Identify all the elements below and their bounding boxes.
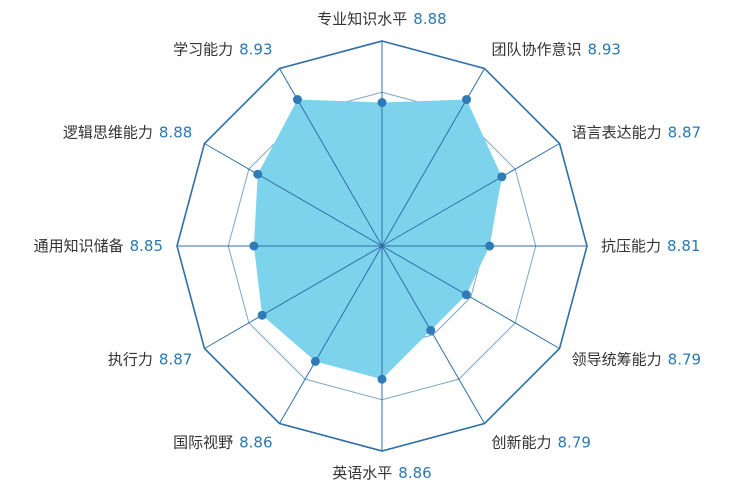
value-label: 8.93 bbox=[239, 40, 272, 58]
category-name: 创新能力 bbox=[492, 433, 552, 451]
spoke bbox=[381, 245, 485, 424]
category-name: 通用知识储备 bbox=[34, 237, 124, 255]
value-label: 8.85 bbox=[130, 237, 163, 255]
data-point bbox=[497, 172, 507, 182]
axis-label: 专业知识水平 8.88 bbox=[317, 10, 446, 28]
axis-label: 团队协作意识 8.93 bbox=[492, 40, 621, 58]
data-point bbox=[249, 241, 259, 251]
data-point bbox=[426, 325, 436, 335]
value-label: 8.88 bbox=[413, 10, 446, 28]
category-name: 英语水平 bbox=[332, 464, 392, 482]
axis-label: 学习能力 8.93 bbox=[173, 40, 272, 58]
data-point bbox=[310, 356, 320, 366]
spoke bbox=[204, 143, 383, 247]
value-label: 8.88 bbox=[159, 123, 192, 141]
axis-label: 领导统筹能力 8.79 bbox=[572, 350, 701, 368]
value-label: 8.87 bbox=[159, 350, 192, 368]
data-point bbox=[485, 241, 495, 251]
spoke bbox=[279, 245, 383, 424]
category-name: 语言表达能力 bbox=[572, 123, 662, 141]
data-point bbox=[377, 98, 387, 107]
value-label: 8.93 bbox=[588, 40, 621, 58]
data-point bbox=[377, 374, 387, 384]
axis-label: 通用知识储备 8.85 bbox=[34, 237, 163, 255]
category-name: 执行力 bbox=[108, 350, 153, 368]
data-point bbox=[292, 95, 302, 105]
spoke bbox=[381, 245, 560, 349]
axis-label: 语言表达能力 8.87 bbox=[572, 123, 701, 141]
value-label: 8.79 bbox=[668, 350, 701, 368]
data-point bbox=[462, 95, 472, 105]
category-name: 国际视野 bbox=[173, 433, 233, 451]
spoke bbox=[381, 143, 560, 247]
axis-label: 英语水平 8.86 bbox=[332, 464, 431, 482]
axis-label: 创新能力 8.79 bbox=[492, 433, 591, 451]
axis-label: 抗压能力 8.81 bbox=[601, 237, 700, 255]
value-label: 8.87 bbox=[668, 123, 701, 141]
category-name: 专业知识水平 bbox=[317, 10, 407, 28]
value-label: 8.86 bbox=[239, 433, 272, 451]
category-name: 领导统筹能力 bbox=[572, 350, 662, 368]
category-name: 抗压能力 bbox=[601, 237, 661, 255]
category-name: 团队协作意识 bbox=[492, 40, 582, 58]
axis-label: 国际视野 8.86 bbox=[173, 433, 272, 451]
value-label: 8.79 bbox=[558, 433, 591, 451]
category-name: 学习能力 bbox=[173, 40, 233, 58]
data-point bbox=[257, 310, 267, 320]
value-label: 8.81 bbox=[667, 237, 700, 255]
value-label: 8.86 bbox=[398, 464, 431, 482]
spoke bbox=[204, 245, 383, 349]
data-point bbox=[461, 290, 471, 300]
axis-label: 逻辑思维能力 8.88 bbox=[63, 123, 192, 141]
axis-label: 执行力 8.87 bbox=[108, 350, 192, 368]
data-point bbox=[253, 169, 263, 179]
category-name: 逻辑思维能力 bbox=[63, 123, 153, 141]
